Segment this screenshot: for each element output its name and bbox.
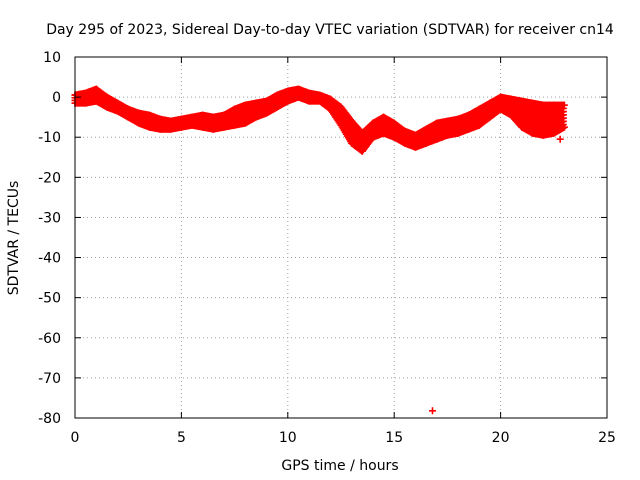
y-tick-label: -80: [38, 411, 61, 427]
y-axis-title: SDTVAR / TECUs: [6, 181, 22, 296]
data-point-outlier: [556, 135, 564, 143]
chart-title: Day 295 of 2023, Sidereal Day-to-day VTE…: [46, 22, 614, 38]
grid: [75, 57, 607, 418]
x-tick-label: 5: [177, 430, 186, 446]
x-tick-label: 10: [279, 430, 297, 446]
y-tick-label: 10: [43, 50, 61, 66]
y-tick-label: -40: [38, 251, 61, 267]
x-tick-label: 20: [492, 430, 510, 446]
y-tick-label: -70: [38, 371, 61, 387]
x-axis-title: GPS time / hours: [281, 458, 398, 474]
y-tick-label: -60: [38, 331, 61, 347]
data-points: [71, 85, 568, 415]
plot-frame: [74, 56, 608, 419]
data-point: [559, 101, 567, 109]
y-tick-label: -30: [38, 210, 61, 226]
axis-ticks: 0 5 10 15 20 25 10 0 -10 -20 -30 -40 -50 -60 -70 -80: [38, 50, 616, 446]
y-tick-label: -10: [38, 130, 61, 146]
y-tick-label: -20: [38, 170, 61, 186]
y-tick-label: 0: [52, 90, 61, 106]
x-tick-label: 0: [71, 430, 80, 446]
y-tick-label: -50: [38, 291, 61, 307]
x-tick-label: 25: [598, 430, 616, 446]
x-tick-label: 15: [385, 430, 403, 446]
data-point-outlier: [429, 407, 437, 415]
